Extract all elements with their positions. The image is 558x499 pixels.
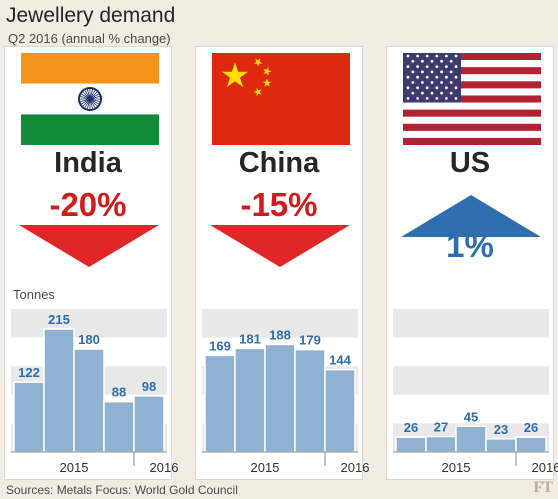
x-tick-label: 2016 — [150, 460, 179, 475]
us-flag — [403, 53, 541, 145]
panel-china: China -15% 169 181 188 179 144 2015 2016 — [195, 46, 369, 480]
data-label: 26 — [524, 420, 538, 435]
data-label: 179 — [299, 333, 321, 348]
grid-band — [393, 366, 549, 395]
change-value: -15% — [240, 186, 318, 223]
x-tick-label: 2015 — [251, 460, 280, 475]
grid-band — [11, 309, 167, 338]
data-label: 180 — [78, 332, 100, 347]
y-axis-label: Tonnes — [13, 287, 55, 302]
data-label: 122 — [18, 365, 40, 380]
bar — [264, 343, 296, 453]
country-name: US — [449, 147, 491, 179]
bar — [425, 435, 457, 453]
data-label: 98 — [142, 379, 156, 394]
x-tick-label: 2015 — [442, 460, 471, 475]
data-label: 27 — [434, 420, 448, 435]
grid-band — [202, 309, 358, 338]
data-label: 188 — [269, 327, 291, 342]
bar — [294, 348, 326, 453]
data-label: 169 — [209, 338, 231, 353]
panel-india: India -20% Tonnes 122 215 180 88 98 2015 2016 — [4, 46, 178, 480]
bar — [103, 400, 135, 453]
bar — [13, 381, 45, 453]
x-tick-label: 2016 — [532, 460, 558, 475]
x-tick-label: 2016 — [341, 460, 370, 475]
india-flag — [21, 53, 159, 145]
bar — [485, 438, 517, 453]
bar — [73, 348, 105, 453]
china-flag — [212, 53, 350, 145]
bar — [324, 368, 356, 453]
up-arrow-icon — [401, 195, 541, 237]
bar — [455, 425, 487, 453]
bar — [204, 354, 236, 453]
x-tick-label: 2015 — [60, 460, 89, 475]
data-label: 181 — [239, 331, 261, 346]
bar-chart-india: 122 215 180 88 98 2015 2016 — [11, 309, 178, 475]
data-label: 144 — [329, 353, 351, 368]
data-label: 26 — [404, 420, 418, 435]
country-name: India — [54, 147, 122, 179]
chart-title: Jewellery demand — [6, 4, 176, 27]
down-arrow-icon — [19, 225, 159, 267]
grid-band — [393, 309, 549, 338]
bar — [43, 328, 75, 453]
data-label: 45 — [464, 409, 478, 424]
change-value: 1% — [446, 227, 494, 264]
ft-logo: FT — [533, 479, 553, 496]
data-label: 215 — [48, 312, 70, 327]
bar-chart-china: 169 181 188 179 144 2015 2016 — [202, 309, 369, 475]
data-label: 23 — [494, 422, 508, 437]
bar — [395, 436, 427, 453]
bar — [234, 347, 266, 453]
bar — [515, 436, 547, 453]
bar-chart-us: 26 27 45 23 26 2015 2016 — [393, 309, 558, 475]
country-name: China — [238, 147, 320, 179]
chart-subtitle: Q2 2016 (annual % change) — [8, 31, 171, 46]
panel-us: US 1% 26 27 45 23 26 2015 2016 — [386, 46, 558, 480]
bar — [133, 395, 165, 453]
source-note: Sources: Metals Focus: World Gold Counci… — [6, 483, 238, 497]
down-arrow-icon — [210, 225, 350, 267]
data-label: 88 — [112, 385, 126, 400]
change-value: -20% — [49, 186, 127, 223]
